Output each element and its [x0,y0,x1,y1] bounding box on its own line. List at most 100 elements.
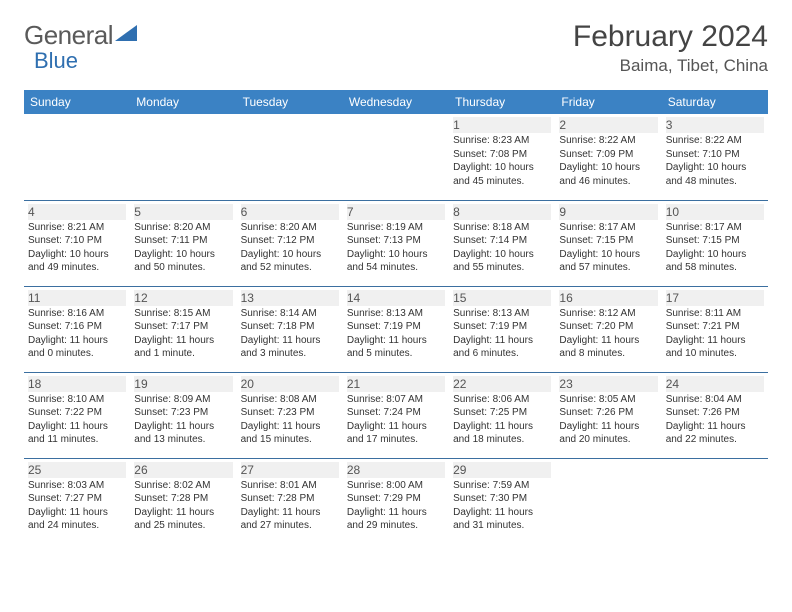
daylight-text: Daylight: 10 hours and 50 minutes. [134,248,232,275]
daylight-text: Daylight: 11 hours and 3 minutes. [241,334,339,361]
sunset-text: Sunset: 7:26 PM [559,406,657,420]
sunrise-text: Sunrise: 8:08 AM [241,393,339,407]
calendar-row: 1Sunrise: 8:23 AMSunset: 7:08 PMDaylight… [24,114,768,200]
day-number: 9 [559,204,657,220]
sunrise-text: Sunrise: 8:21 AM [28,221,126,235]
calendar-cell: 13Sunrise: 8:14 AMSunset: 7:18 PMDayligh… [237,286,343,372]
sunset-text: Sunset: 7:10 PM [28,234,126,248]
logo: General [24,20,143,51]
sunrise-text: Sunrise: 8:22 AM [559,134,657,148]
sunset-text: Sunset: 7:21 PM [666,320,764,334]
sunset-text: Sunset: 7:23 PM [241,406,339,420]
daylight-text: Daylight: 11 hours and 11 minutes. [28,420,126,447]
day-number: 17 [666,290,764,306]
day-number: 15 [453,290,551,306]
weekday-header: Sunday [24,90,130,114]
daylight-text: Daylight: 11 hours and 13 minutes. [134,420,232,447]
title-block: February 2024 Baima, Tibet, China [573,20,768,76]
daylight-text: Daylight: 11 hours and 5 minutes. [347,334,445,361]
calendar-cell: 1Sunrise: 8:23 AMSunset: 7:08 PMDaylight… [449,114,555,200]
day-number: 1 [453,117,551,133]
calendar-cell-empty [343,114,449,200]
calendar-cell: 21Sunrise: 8:07 AMSunset: 7:24 PMDayligh… [343,372,449,458]
sunrise-text: Sunrise: 8:05 AM [559,393,657,407]
daylight-text: Daylight: 11 hours and 18 minutes. [453,420,551,447]
sunrise-text: Sunrise: 8:19 AM [347,221,445,235]
day-number: 27 [241,462,339,478]
calendar-cell-empty [24,114,130,200]
sunset-text: Sunset: 7:14 PM [453,234,551,248]
daylight-text: Daylight: 11 hours and 1 minute. [134,334,232,361]
day-number: 18 [28,376,126,392]
calendar-cell-empty [662,458,768,544]
calendar-body: 1Sunrise: 8:23 AMSunset: 7:08 PMDaylight… [24,114,768,544]
daylight-text: Daylight: 11 hours and 0 minutes. [28,334,126,361]
header: General February 2024 Baima, Tibet, Chin… [24,20,768,76]
day-number: 5 [134,204,232,220]
calendar-cell: 19Sunrise: 8:09 AMSunset: 7:23 PMDayligh… [130,372,236,458]
calendar-row: 11Sunrise: 8:16 AMSunset: 7:16 PMDayligh… [24,286,768,372]
sunrise-text: Sunrise: 8:03 AM [28,479,126,493]
day-number: 29 [453,462,551,478]
sunset-text: Sunset: 7:18 PM [241,320,339,334]
day-number: 25 [28,462,126,478]
sunset-text: Sunset: 7:15 PM [666,234,764,248]
calendar-cell: 7Sunrise: 8:19 AMSunset: 7:13 PMDaylight… [343,200,449,286]
calendar-cell: 2Sunrise: 8:22 AMSunset: 7:09 PMDaylight… [555,114,661,200]
daylight-text: Daylight: 11 hours and 27 minutes. [241,506,339,533]
calendar-cell: 17Sunrise: 8:11 AMSunset: 7:21 PMDayligh… [662,286,768,372]
sunset-text: Sunset: 7:17 PM [134,320,232,334]
calendar-cell: 5Sunrise: 8:20 AMSunset: 7:11 PMDaylight… [130,200,236,286]
sunrise-text: Sunrise: 8:12 AM [559,307,657,321]
logo-text-general: General [24,20,113,51]
daylight-text: Daylight: 11 hours and 15 minutes. [241,420,339,447]
sunset-text: Sunset: 7:26 PM [666,406,764,420]
sunset-text: Sunset: 7:12 PM [241,234,339,248]
calendar-cell: 22Sunrise: 8:06 AMSunset: 7:25 PMDayligh… [449,372,555,458]
sunrise-text: Sunrise: 8:23 AM [453,134,551,148]
sunrise-text: Sunrise: 8:17 AM [559,221,657,235]
day-number: 24 [666,376,764,392]
day-number: 8 [453,204,551,220]
weekday-header: Wednesday [343,90,449,114]
sunrise-text: Sunrise: 8:22 AM [666,134,764,148]
sunset-text: Sunset: 7:13 PM [347,234,445,248]
weekday-header: Thursday [449,90,555,114]
daylight-text: Daylight: 11 hours and 22 minutes. [666,420,764,447]
day-number: 12 [134,290,232,306]
calendar-cell: 11Sunrise: 8:16 AMSunset: 7:16 PMDayligh… [24,286,130,372]
sunset-text: Sunset: 7:15 PM [559,234,657,248]
calendar-cell: 10Sunrise: 8:17 AMSunset: 7:15 PMDayligh… [662,200,768,286]
day-number: 13 [241,290,339,306]
daylight-text: Daylight: 11 hours and 8 minutes. [559,334,657,361]
sunset-text: Sunset: 7:28 PM [241,492,339,506]
location-label: Baima, Tibet, China [573,56,768,76]
day-number: 16 [559,290,657,306]
daylight-text: Daylight: 10 hours and 46 minutes. [559,161,657,188]
calendar-cell: 24Sunrise: 8:04 AMSunset: 7:26 PMDayligh… [662,372,768,458]
sunset-text: Sunset: 7:25 PM [453,406,551,420]
calendar-cell: 20Sunrise: 8:08 AMSunset: 7:23 PMDayligh… [237,372,343,458]
calendar-cell: 12Sunrise: 8:15 AMSunset: 7:17 PMDayligh… [130,286,236,372]
sunset-text: Sunset: 7:27 PM [28,492,126,506]
sunrise-text: Sunrise: 8:11 AM [666,307,764,321]
day-number: 2 [559,117,657,133]
sunrise-text: Sunrise: 8:10 AM [28,393,126,407]
weekday-header: Monday [130,90,236,114]
calendar-cell: 23Sunrise: 8:05 AMSunset: 7:26 PMDayligh… [555,372,661,458]
sunset-text: Sunset: 7:22 PM [28,406,126,420]
weekday-row: SundayMondayTuesdayWednesdayThursdayFrid… [24,90,768,114]
daylight-text: Daylight: 10 hours and 58 minutes. [666,248,764,275]
calendar-cell-empty [555,458,661,544]
day-number: 6 [241,204,339,220]
sunset-text: Sunset: 7:11 PM [134,234,232,248]
day-number: 14 [347,290,445,306]
calendar-cell: 29Sunrise: 7:59 AMSunset: 7:30 PMDayligh… [449,458,555,544]
daylight-text: Daylight: 10 hours and 57 minutes. [559,248,657,275]
sunrise-text: Sunrise: 8:17 AM [666,221,764,235]
weekday-header: Saturday [662,90,768,114]
sunset-text: Sunset: 7:16 PM [28,320,126,334]
daylight-text: Daylight: 10 hours and 45 minutes. [453,161,551,188]
calendar-cell-empty [130,114,236,200]
sunset-text: Sunset: 7:08 PM [453,148,551,162]
